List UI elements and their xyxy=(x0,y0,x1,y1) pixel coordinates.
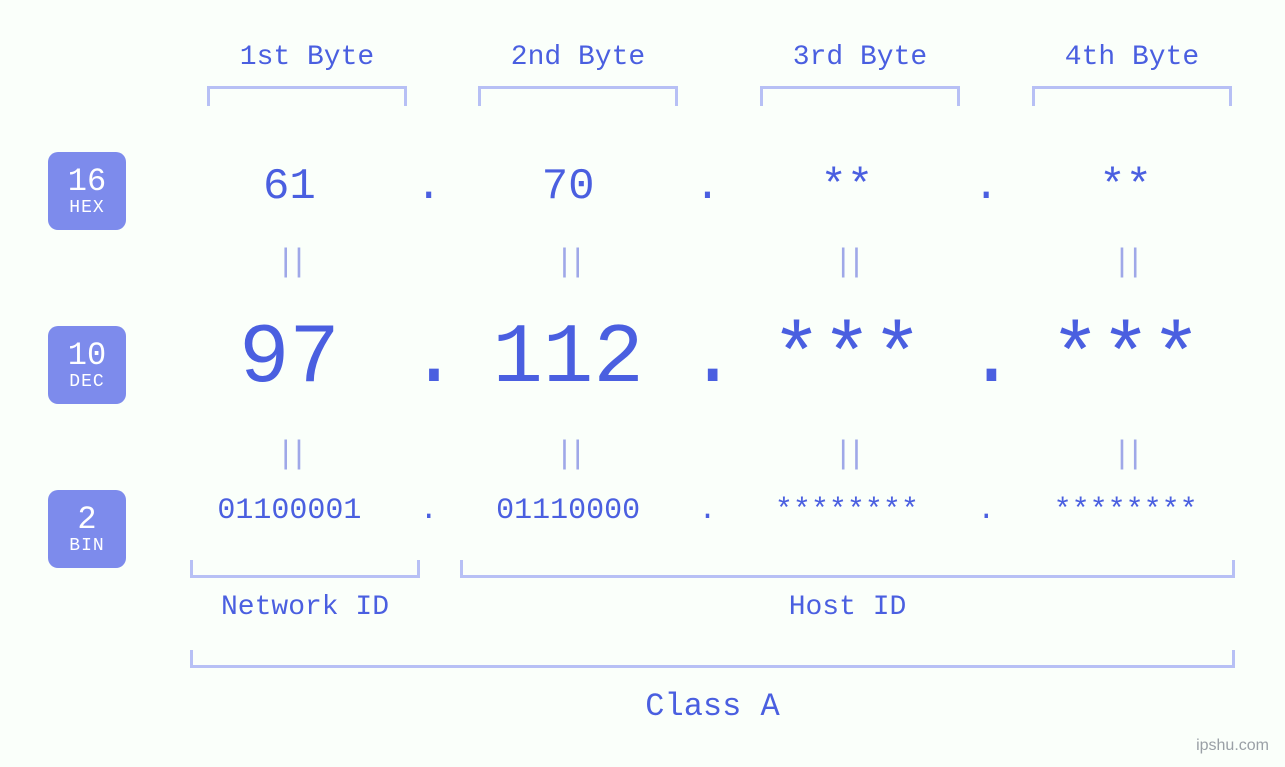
dec-dot-2: . xyxy=(688,312,728,407)
dec-byte-2: 112 xyxy=(449,312,688,407)
bin-byte-4: ******** xyxy=(1006,494,1245,528)
badge-bin-label: BIN xyxy=(48,537,126,557)
dec-dot-3: . xyxy=(966,312,1006,407)
badge-hex: 16 HEX xyxy=(48,152,126,230)
eq-2-3: || xyxy=(728,436,967,473)
badge-dec: 10 DEC xyxy=(48,326,126,404)
eq-2-2: || xyxy=(449,436,688,473)
byte-header-4: 4th Byte xyxy=(1032,42,1232,73)
eq-1-1: || xyxy=(170,244,409,281)
dec-dot-1: . xyxy=(409,312,449,407)
bin-dot-2: . xyxy=(688,494,728,528)
class-label: Class A xyxy=(190,688,1235,725)
equals-row-1: || || || || xyxy=(170,244,1245,281)
top-bracket-4 xyxy=(1032,86,1232,106)
equals-row-2: || || || || xyxy=(170,436,1245,473)
hex-dot-2: . xyxy=(688,162,728,212)
eq-2-4: || xyxy=(1006,436,1245,473)
bin-dot-1: . xyxy=(409,494,449,528)
top-bracket-2 xyxy=(478,86,678,106)
hex-row: 61 . 70 . ** . ** xyxy=(170,162,1245,212)
watermark: ipshu.com xyxy=(1196,737,1269,755)
network-id-bracket xyxy=(190,560,420,578)
bin-row: 01100001 . 01110000 . ******** . *******… xyxy=(170,494,1245,528)
badge-dec-num: 10 xyxy=(48,338,126,373)
top-bracket-3 xyxy=(760,86,960,106)
eq-1-2: || xyxy=(449,244,688,281)
bin-byte-3: ******** xyxy=(728,494,967,528)
dec-byte-1: 97 xyxy=(170,312,409,407)
badge-dec-label: DEC xyxy=(48,373,126,393)
bin-byte-2: 01110000 xyxy=(449,494,688,528)
hex-byte-4: ** xyxy=(1006,162,1245,212)
badge-hex-label: HEX xyxy=(48,199,126,219)
class-bracket xyxy=(190,650,1235,668)
badge-bin-num: 2 xyxy=(48,502,126,537)
hex-byte-2: 70 xyxy=(449,162,688,212)
dec-byte-4: *** xyxy=(1006,312,1245,407)
top-bracket-1 xyxy=(207,86,407,106)
dec-row: 97 . 112 . *** . *** xyxy=(170,312,1245,407)
eq-1-4: || xyxy=(1006,244,1245,281)
byte-header-2: 2nd Byte xyxy=(478,42,678,73)
network-id-label: Network ID xyxy=(190,592,420,623)
eq-1-3: || xyxy=(728,244,967,281)
bin-byte-1: 01100001 xyxy=(170,494,409,528)
byte-header-3: 3rd Byte xyxy=(760,42,960,73)
hex-byte-1: 61 xyxy=(170,162,409,212)
eq-2-1: || xyxy=(170,436,409,473)
badge-bin: 2 BIN xyxy=(48,490,126,568)
hex-dot-1: . xyxy=(409,162,449,212)
host-id-label: Host ID xyxy=(460,592,1235,623)
badge-hex-num: 16 xyxy=(48,164,126,199)
hex-dot-3: . xyxy=(966,162,1006,212)
hex-byte-3: ** xyxy=(728,162,967,212)
dec-byte-3: *** xyxy=(728,312,967,407)
byte-header-1: 1st Byte xyxy=(207,42,407,73)
bin-dot-3: . xyxy=(966,494,1006,528)
host-id-bracket xyxy=(460,560,1235,578)
